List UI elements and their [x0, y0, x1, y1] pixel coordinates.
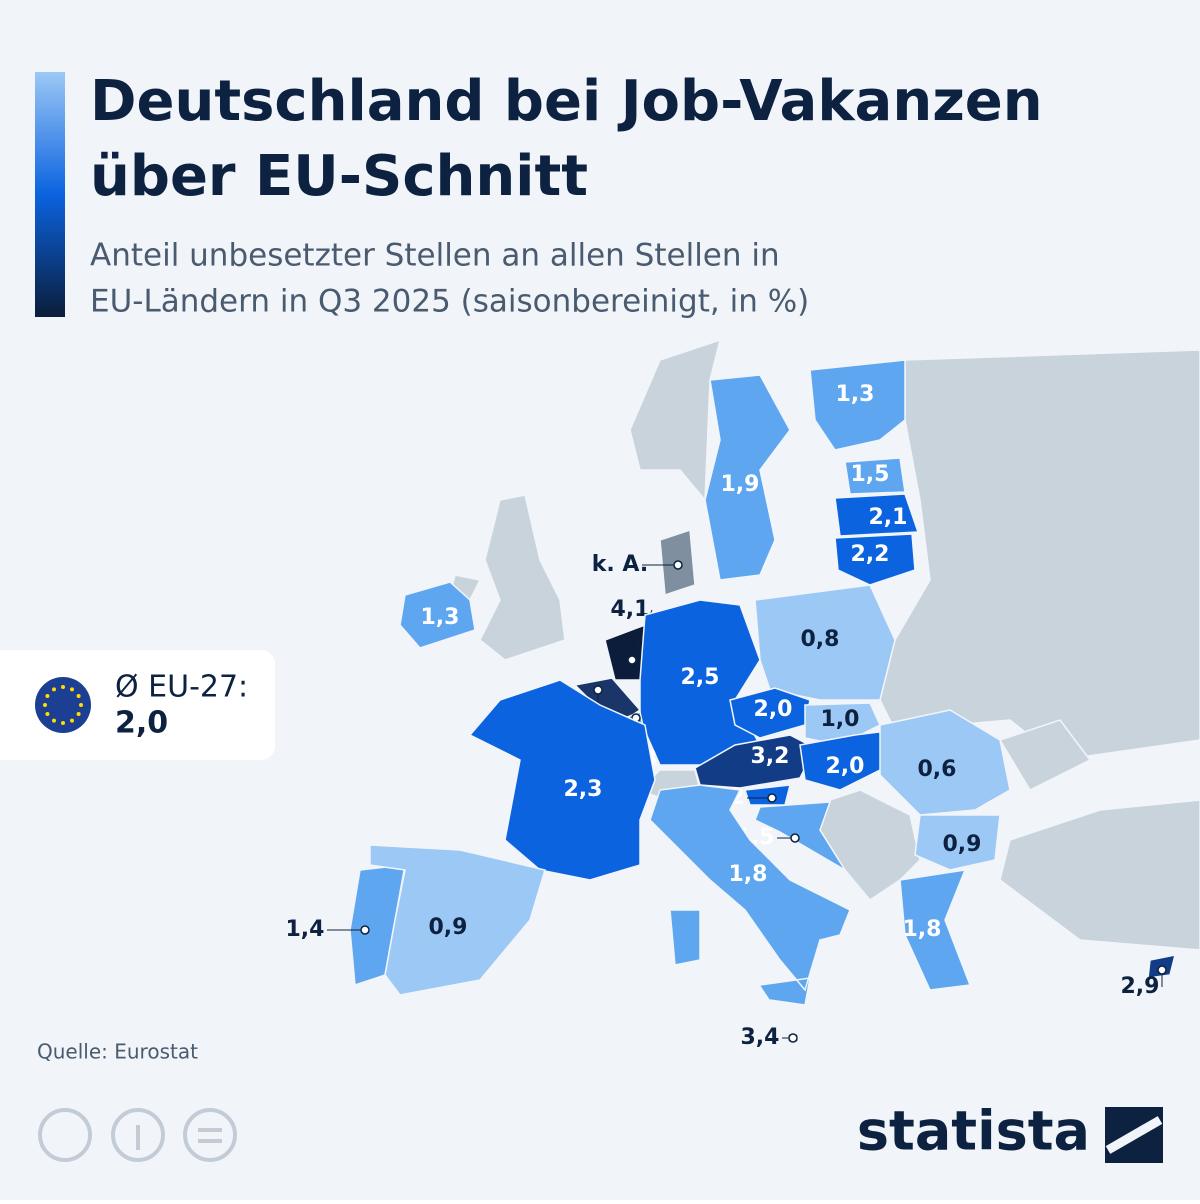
country [369, 844, 546, 996]
flag-stars [43, 685, 83, 725]
value-label: 1,8 [903, 917, 942, 942]
value-label: 3,2 [751, 744, 790, 769]
value-label: 2,9 [1121, 974, 1160, 999]
value-label: 1,0 [821, 707, 860, 732]
value-label: 1,5 [851, 462, 890, 487]
value-label: 2,1 [869, 505, 908, 530]
marker-dot [627, 655, 637, 665]
marker-dot [790, 833, 800, 843]
country [704, 374, 791, 581]
value-label: 1,4 [286, 917, 325, 942]
star [76, 712, 81, 716]
star [45, 694, 50, 698]
star [43, 703, 47, 707]
star [79, 703, 83, 707]
value-label: 2,3 [564, 777, 603, 802]
value-label: k. A. [592, 552, 648, 577]
star [70, 687, 74, 692]
eu-average-box [0, 650, 275, 760]
country [649, 784, 851, 1006]
title: Deutschland bei Job-Vakanzen [90, 69, 1043, 134]
map: 1,3 1,9 1,5 2,1 2,2 1,3 k. A. 4,1 2,5 0,8 2,0 1,0 3,… [286, 359, 1177, 1050]
value-label: 3,4 [741, 1025, 780, 1050]
star [45, 712, 50, 716]
value-label: 1,8 [729, 862, 768, 887]
star [61, 721, 65, 725]
country [834, 533, 916, 586]
country [754, 584, 896, 701]
country [399, 581, 476, 649]
value-label: 0,9 [429, 915, 468, 940]
license-icons [38, 1108, 237, 1162]
non-eu-land [449, 338, 1200, 951]
country [899, 869, 972, 991]
country [834, 493, 920, 537]
marker-dot [788, 1033, 798, 1043]
value-label: 0,8 [801, 627, 840, 652]
marker-dot [593, 685, 603, 695]
title: über EU-Schnitt [90, 144, 588, 209]
star [70, 718, 74, 723]
star [52, 718, 56, 723]
country [468, 679, 656, 881]
country [809, 359, 906, 451]
marker-dot [360, 925, 370, 935]
star [52, 687, 56, 692]
accent-bar [35, 72, 65, 317]
brand: statista [857, 1100, 1090, 1163]
country [914, 814, 1001, 871]
brand-logo [1105, 1107, 1163, 1163]
value-label: 0,6 [918, 757, 957, 782]
value-label: 2,0 [754, 697, 793, 722]
eu-average-value: 2,0 [115, 706, 168, 741]
marker-dot [673, 560, 683, 570]
marker-dot [767, 793, 777, 803]
value-label: 1,3 [421, 605, 460, 630]
source: Quelle: Eurostat [37, 1040, 198, 1064]
value-label: 2,2 [851, 542, 890, 567]
marker-dot [1157, 965, 1167, 975]
value-label: 2,0 [826, 754, 865, 779]
star [76, 694, 81, 698]
value-label: 0,9 [943, 832, 982, 857]
subtitle: EU-Ländern in Q3 2025 (saisonbereinigt, … [90, 284, 809, 320]
country [879, 709, 1011, 816]
value-label: 4,1 [611, 597, 650, 622]
star [61, 685, 65, 689]
value-label: 1,9 [721, 472, 760, 497]
eu-flag [35, 677, 91, 733]
eu-average-label: Ø EU-27: [115, 670, 248, 705]
value-label: 2,5 [681, 665, 720, 690]
subtitle: Anteil unbesetzter Stellen an allen Stel… [90, 238, 780, 274]
value-label: 1,3 [836, 382, 875, 407]
country [754, 801, 846, 871]
country [844, 457, 906, 495]
